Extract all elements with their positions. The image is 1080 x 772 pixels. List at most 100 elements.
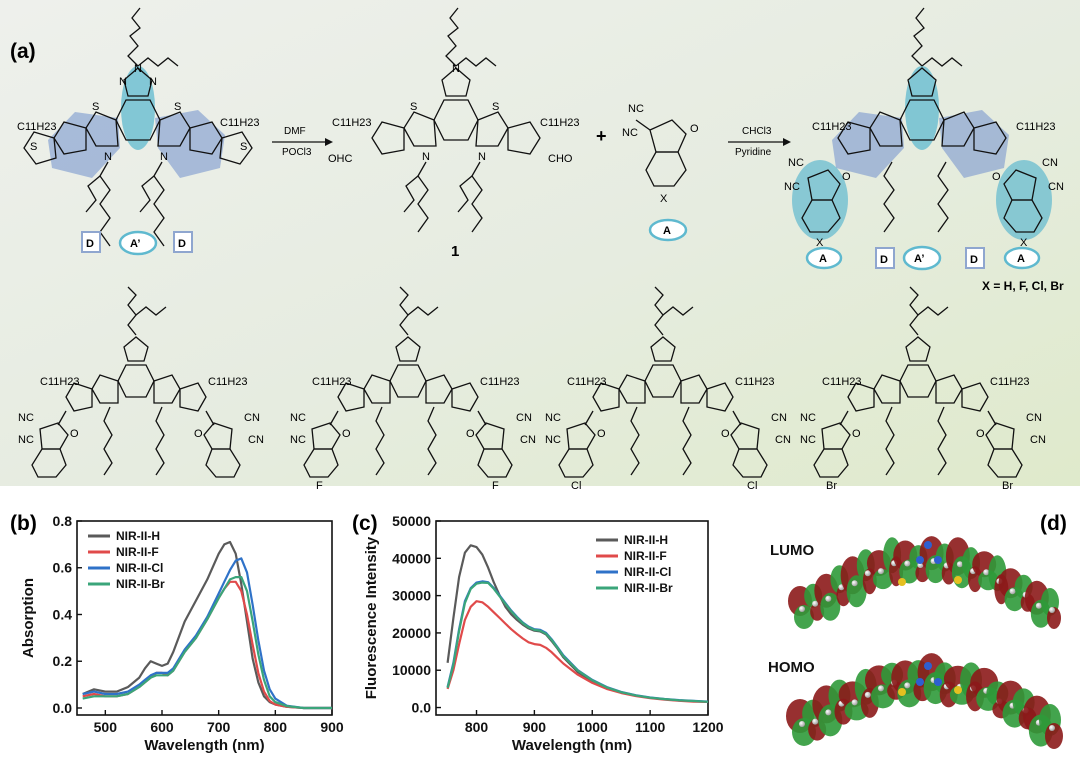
x-axis-label: Wavelength (nm) [144,737,264,754]
svg-text:CN: CN [244,412,260,424]
svg-text:O: O [721,428,730,440]
panel-c: (c) 800 900 1000 1100 1200 0.0 10000 20000 30000… [352,512,724,754]
svg-text:C11H23: C11H23 [735,376,775,388]
panel-b-letter: (b) [10,512,37,535]
panel-d-letter: (d) [1040,512,1067,535]
svg-text:D: D [970,254,978,266]
svg-text:O: O [194,428,203,440]
derivative-structures: C11H23 C11H23 NC NC CN CN O O C11H23 C11H23 NC NC CN… [18,286,1046,492]
x-tick-label-1: 900 [523,719,547,735]
acceptor-indanone: NC NC O X A [622,103,699,242]
svg-text:S: S [240,141,247,153]
lumo-atom-0 [924,541,932,549]
derivative-1: C11H23 C11H23 NC NC CN CN O O [18,286,264,478]
legend-entry-0: NIR-II-H [624,533,668,547]
homo-atom-2 [934,678,942,686]
svg-text:NC: NC [290,412,306,424]
svg-text:N: N [478,151,486,163]
svg-text:CN: CN [1042,157,1058,169]
label-ellipse-a-acceptor [648,218,688,242]
svg-text:D: D [178,238,186,250]
svg-text:CN: CN [520,434,536,446]
svg-text:CN: CN [775,434,791,446]
label-ellipse-a-prime [118,230,158,256]
svg-text:CN: CN [1030,434,1046,446]
series-line-nir-ii-cl [82,557,332,710]
svg-text:S: S [492,101,499,113]
fluorescence-chart: 800 900 1000 1100 1200 0.0 10000 20000 30000 4000… [363,513,724,754]
svg-text:C11H23: C11H23 [220,117,260,129]
svg-text:N: N [149,76,157,88]
y-axis-label: Fluorescence Intensity [363,536,380,699]
compound-1: N S S N N C11H23 C11H23 OHC CHO 1 [328,7,580,260]
homo-atom-3 [954,686,962,694]
svg-text:S: S [30,141,37,153]
svg-text:NC: NC [788,157,804,169]
x-tick-label-4: 900 [320,719,344,735]
x-definition: X = H, F, Cl, Br [982,279,1064,293]
svg-text:C11H23: C11H23 [567,376,607,388]
y-axis-label: Absorption [20,578,37,658]
label-box-d-left [81,231,101,253]
svg-text:N: N [422,151,430,163]
svg-text:NC: NC [18,412,34,424]
legend-entry-0: NIR-II-H [116,529,160,543]
x-tick-label-2: 1000 [577,719,608,735]
svg-text:CN: CN [771,412,787,424]
svg-text:N: N [104,151,112,163]
svg-text:A: A [819,253,827,265]
svg-text:D: D [86,238,94,250]
reaction-arrow-2: CHCl3 Pyridine [728,126,791,158]
homo-atom-4 [898,688,906,696]
y-tick-label-3: 30000 [392,588,431,604]
derivative-3: C11H23 C11H23 NC NC CN CN O O Cl Cl [545,286,791,492]
y-tick-label-3: 0.6 [53,560,73,576]
legend-entry-2: NIR-II-Cl [116,561,163,575]
substituent-left: Cl [571,480,581,492]
plus-sign: + [596,126,607,146]
svg-text:POCl3: POCl3 [282,147,312,158]
substituent-right: Br [1002,480,1013,492]
svg-text:NC: NC [628,103,644,115]
substituent-right: F [492,480,499,492]
x-tick-label-0: 500 [94,719,118,735]
svg-text:NC: NC [622,127,638,139]
homo-atom-1 [916,678,924,686]
legend-entry-3: NIR-II-Br [624,581,673,595]
svg-text:S: S [410,101,417,113]
derivative-2: C11H23 C11H23 NC NC CN CN O O F F [290,286,536,492]
svg-text:C11H23: C11H23 [312,376,352,388]
acceptor-highlight-core [121,66,155,150]
legend-entry-2: NIR-II-Cl [624,565,671,579]
y-tick-label-0: 0.0 [412,700,432,716]
x-tick-label-4: 1200 [692,719,723,735]
panel-a-letter: (a) [10,40,36,63]
y-tick-label-1: 0.2 [53,653,73,669]
svg-text:N: N [452,63,460,75]
svg-text:O: O [597,428,606,440]
x-tick-label-1: 600 [150,719,174,735]
svg-text:C11H23: C11H23 [332,117,372,129]
svg-text:X: X [1020,237,1028,249]
svg-text:X: X [816,237,824,249]
lumo-atom-1 [916,556,924,564]
panel-a: (a) N N N S S S S [0,0,1080,492]
svg-text:CN: CN [516,412,532,424]
svg-text:S: S [174,101,181,113]
plot-frame [76,520,333,716]
svg-text:NC: NC [800,412,816,424]
lumo-atom-2 [934,556,942,564]
substituent-right: Cl [747,480,757,492]
svg-text:C11H23: C11H23 [480,376,520,388]
x-tick-label-2: 700 [207,719,231,735]
svg-text:X: X [660,193,668,205]
series-line-nir-ii-f [446,600,709,703]
svg-text:O: O [992,171,1001,183]
y-tick-label-2: 0.4 [53,606,73,622]
lumo-orbital [788,536,1061,629]
svg-text:O: O [342,428,351,440]
svg-text:C11H23: C11H23 [812,121,852,133]
svg-text:A: A [663,225,671,237]
acceptor-highlight-core-final [905,66,939,150]
series-line-nir-ii-br [82,575,332,710]
